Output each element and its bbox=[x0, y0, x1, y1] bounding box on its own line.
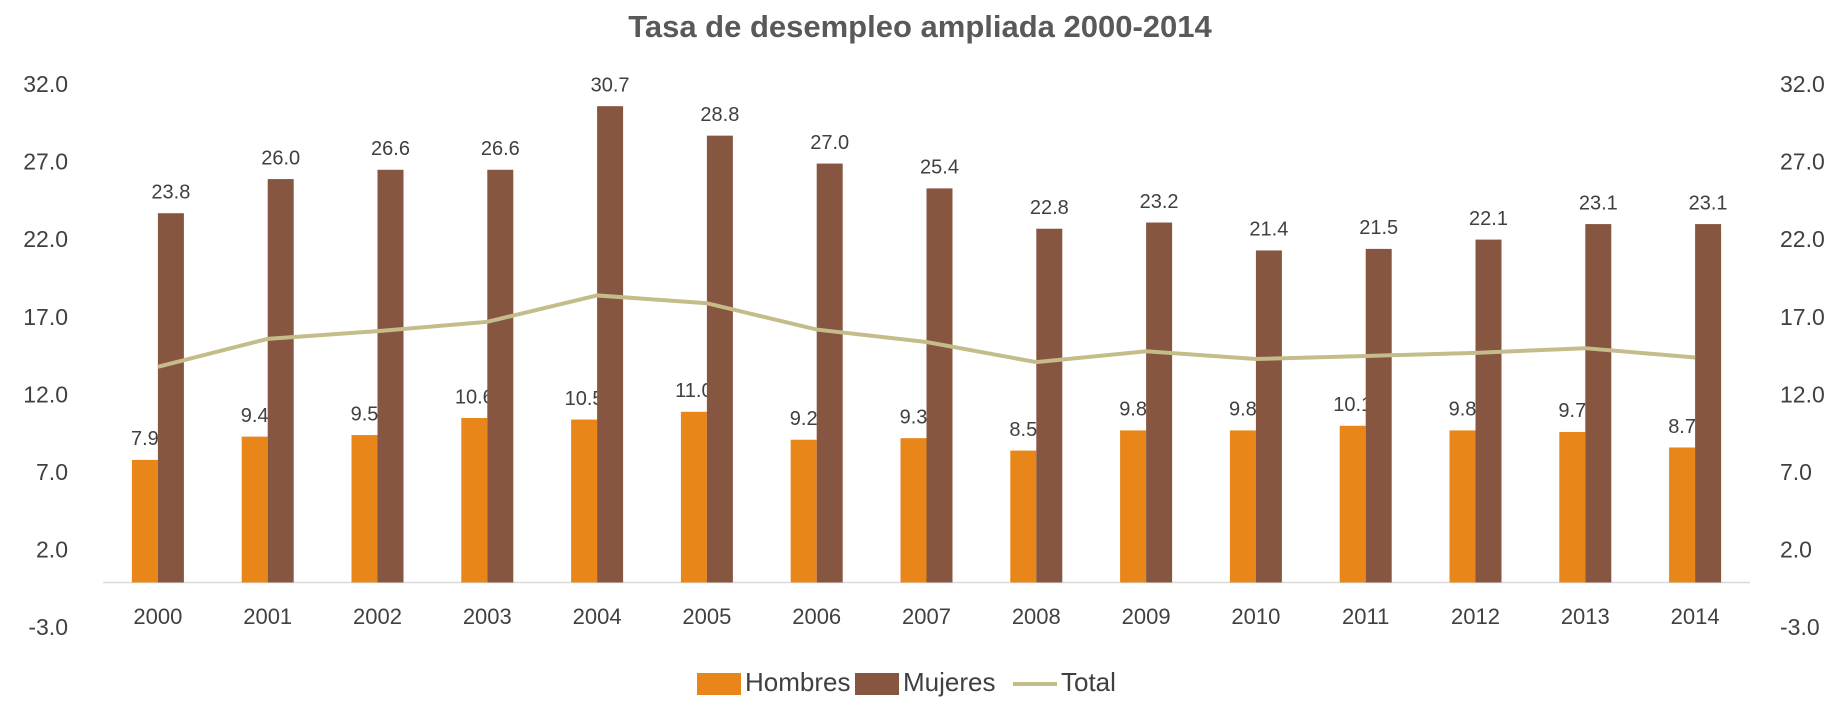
data-label: 22.8 bbox=[1030, 197, 1069, 219]
bar bbox=[1585, 224, 1612, 583]
data-label: 9.4 bbox=[241, 405, 269, 427]
data-label: 9.8 bbox=[1449, 399, 1477, 421]
bar bbox=[1449, 430, 1476, 583]
y-tick-label: 2.0 bbox=[36, 537, 68, 563]
data-label: 10.6 bbox=[455, 386, 494, 408]
bar bbox=[1695, 224, 1722, 583]
data-label: 9.5 bbox=[351, 403, 379, 425]
bar bbox=[816, 163, 843, 583]
y2-tick-label: -3.0 bbox=[1780, 614, 1820, 640]
data-label: 9.8 bbox=[1229, 399, 1257, 421]
x-tick-label: 2001 bbox=[243, 604, 292, 629]
bar bbox=[487, 169, 514, 583]
y2-tick-label: 2.0 bbox=[1780, 537, 1812, 563]
x-tick-label: 2002 bbox=[353, 604, 402, 629]
data-label: 9.3 bbox=[900, 406, 928, 428]
x-tick-label: 2012 bbox=[1451, 604, 1500, 629]
data-label: 8.5 bbox=[1009, 419, 1037, 441]
data-label: 26.0 bbox=[261, 147, 300, 169]
bar bbox=[267, 179, 294, 583]
y-tick-label: 17.0 bbox=[23, 304, 68, 330]
data-label: 10.5 bbox=[565, 388, 604, 410]
data-label: 21.4 bbox=[1249, 219, 1288, 241]
x-tick-label: 2009 bbox=[1122, 604, 1171, 629]
y2-tick-label: 17.0 bbox=[1780, 304, 1825, 330]
bar bbox=[351, 435, 378, 583]
bar bbox=[1010, 450, 1037, 583]
data-label: 9.8 bbox=[1119, 399, 1147, 421]
data-label: 26.6 bbox=[371, 138, 410, 160]
data-label: 11.0 bbox=[675, 380, 712, 402]
y2-tick-label: 7.0 bbox=[1780, 459, 1812, 485]
data-label: 26.6 bbox=[481, 138, 520, 160]
y-tick-label: 22.0 bbox=[23, 226, 68, 252]
bar bbox=[790, 439, 817, 583]
bar bbox=[1339, 425, 1366, 583]
x-tick-label: 2011 bbox=[1342, 604, 1389, 629]
data-label: 25.4 bbox=[920, 157, 959, 179]
y-tick-label: 32.0 bbox=[23, 71, 68, 97]
y-tick-label: -3.0 bbox=[28, 614, 68, 640]
bar bbox=[1146, 222, 1173, 583]
y-tick-label: 27.0 bbox=[23, 149, 68, 175]
x-tick-label: 2014 bbox=[1671, 604, 1720, 629]
data-label: 21.5 bbox=[1359, 217, 1398, 239]
x-tick-label: 2000 bbox=[133, 604, 182, 629]
bar bbox=[597, 106, 624, 583]
bar bbox=[571, 419, 598, 583]
data-label: 23.2 bbox=[1140, 191, 1179, 213]
data-label: 23.1 bbox=[1689, 192, 1728, 214]
y-tick-label: 12.0 bbox=[23, 381, 68, 407]
x-tick-label: 2003 bbox=[463, 604, 512, 629]
x-tick-label: 2006 bbox=[792, 604, 841, 629]
data-label: 27.0 bbox=[810, 132, 849, 154]
bar bbox=[131, 459, 158, 583]
x-tick-label: 2008 bbox=[1012, 604, 1061, 629]
x-tick-label: 2007 bbox=[902, 604, 951, 629]
bar bbox=[680, 411, 707, 583]
bar bbox=[1120, 430, 1147, 583]
data-label: 8.7 bbox=[1668, 416, 1696, 438]
y-tick-label: 7.0 bbox=[36, 459, 68, 485]
chart-title: Tasa de desempleo ampliada 2000-2014 bbox=[628, 9, 1212, 44]
bar bbox=[1559, 431, 1586, 583]
bar bbox=[900, 438, 927, 583]
legend-swatch bbox=[855, 673, 899, 695]
data-label: 22.1 bbox=[1469, 208, 1508, 230]
data-label: 30.7 bbox=[591, 74, 630, 96]
bar bbox=[1229, 430, 1256, 583]
data-label: 10.1 bbox=[1333, 394, 1372, 416]
bar bbox=[1255, 250, 1282, 583]
x-tick-label: 2010 bbox=[1231, 604, 1280, 629]
legend-label: Total bbox=[1061, 667, 1116, 697]
legend-swatch bbox=[697, 673, 741, 695]
bar bbox=[926, 188, 953, 583]
x-tick-label: 2013 bbox=[1561, 604, 1610, 629]
data-label: 23.8 bbox=[151, 181, 190, 203]
legend-label: Mujeres bbox=[903, 667, 995, 697]
data-label: 23.1 bbox=[1579, 192, 1618, 214]
x-tick-label: 2005 bbox=[682, 604, 731, 629]
y2-tick-label: 27.0 bbox=[1780, 149, 1825, 175]
bar bbox=[241, 436, 268, 583]
bar bbox=[1475, 239, 1502, 583]
bar bbox=[1036, 228, 1063, 583]
data-label: 9.7 bbox=[1558, 400, 1586, 422]
y2-tick-label: 22.0 bbox=[1780, 226, 1825, 252]
legend-label: Hombres bbox=[745, 667, 850, 697]
bar bbox=[1365, 248, 1392, 583]
x-tick-label: 2004 bbox=[573, 604, 622, 629]
bar bbox=[1669, 447, 1696, 583]
bar bbox=[157, 213, 184, 583]
y2-tick-label: 12.0 bbox=[1780, 381, 1825, 407]
bar bbox=[377, 169, 404, 583]
y2-tick-label: 32.0 bbox=[1780, 71, 1825, 97]
data-label: 28.8 bbox=[700, 104, 739, 126]
data-label: 9.2 bbox=[790, 408, 818, 430]
data-label: 7.9 bbox=[131, 428, 159, 450]
line bbox=[157, 293, 1696, 369]
bar bbox=[461, 418, 488, 583]
bar bbox=[706, 135, 733, 583]
